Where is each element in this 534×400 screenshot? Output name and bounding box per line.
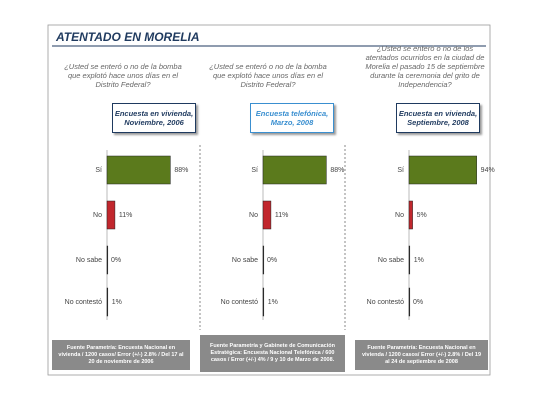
value-label: 0% xyxy=(413,299,423,306)
survey-label: Encuesta en vivienda, Septiembre, 2008 xyxy=(396,103,480,133)
bar xyxy=(106,200,116,230)
category-label: No sabe xyxy=(232,257,258,264)
value-label: 0% xyxy=(111,257,121,264)
source-note: Fuente Parametría y Gabinete de Comunica… xyxy=(200,335,345,372)
category-label: No contestó xyxy=(367,299,404,306)
bar xyxy=(408,287,411,317)
bar xyxy=(262,245,265,275)
bar xyxy=(262,287,265,317)
value-label: 11% xyxy=(275,212,289,219)
question: ¿Usted se enteró o no de la bomba que ex… xyxy=(209,62,327,89)
category-label: No sabe xyxy=(378,257,404,264)
survey-label: Encuesta telefónica, Marzo, 2008 xyxy=(250,103,334,133)
bar xyxy=(106,287,109,317)
value-label: 88% xyxy=(174,167,188,174)
value-label: 1% xyxy=(112,299,122,306)
category-label: No xyxy=(249,212,258,219)
question: ¿Usted se enteró o no de la bomba que ex… xyxy=(64,62,182,89)
source-note: Fuente Parametría: Encuesta Nacional en … xyxy=(355,340,488,370)
category-label: No xyxy=(395,212,404,219)
category-label: No sabe xyxy=(76,257,102,264)
category-label: Sí xyxy=(397,167,404,174)
bar xyxy=(408,155,477,185)
category-label: Sí xyxy=(251,167,258,174)
bar xyxy=(106,155,171,185)
category-label: No contestó xyxy=(65,299,102,306)
title: ATENTADO EN MORELIA xyxy=(56,30,200,44)
survey-label: Encuesta en vivienda, Noviembre, 2006 xyxy=(112,103,196,133)
value-label: 88% xyxy=(330,167,344,174)
source-note: Fuente Parametría: Encuesta Nacional en … xyxy=(52,340,190,370)
value-label: 5% xyxy=(417,212,427,219)
bar xyxy=(408,200,413,230)
value-label: 0% xyxy=(267,257,277,264)
frame xyxy=(47,24,491,376)
bar xyxy=(106,245,109,275)
bar xyxy=(262,155,327,185)
question: ¿Usted se enteró o no de los atentados o… xyxy=(365,44,485,89)
category-label: No contestó xyxy=(221,299,258,306)
bar xyxy=(262,200,272,230)
category-label: Sí xyxy=(95,167,102,174)
value-label: 11% xyxy=(119,212,133,219)
value-label: 94% xyxy=(481,167,495,174)
bar xyxy=(408,245,411,275)
category-label: No xyxy=(93,212,102,219)
value-label: 1% xyxy=(414,257,424,264)
value-label: 1% xyxy=(268,299,278,306)
